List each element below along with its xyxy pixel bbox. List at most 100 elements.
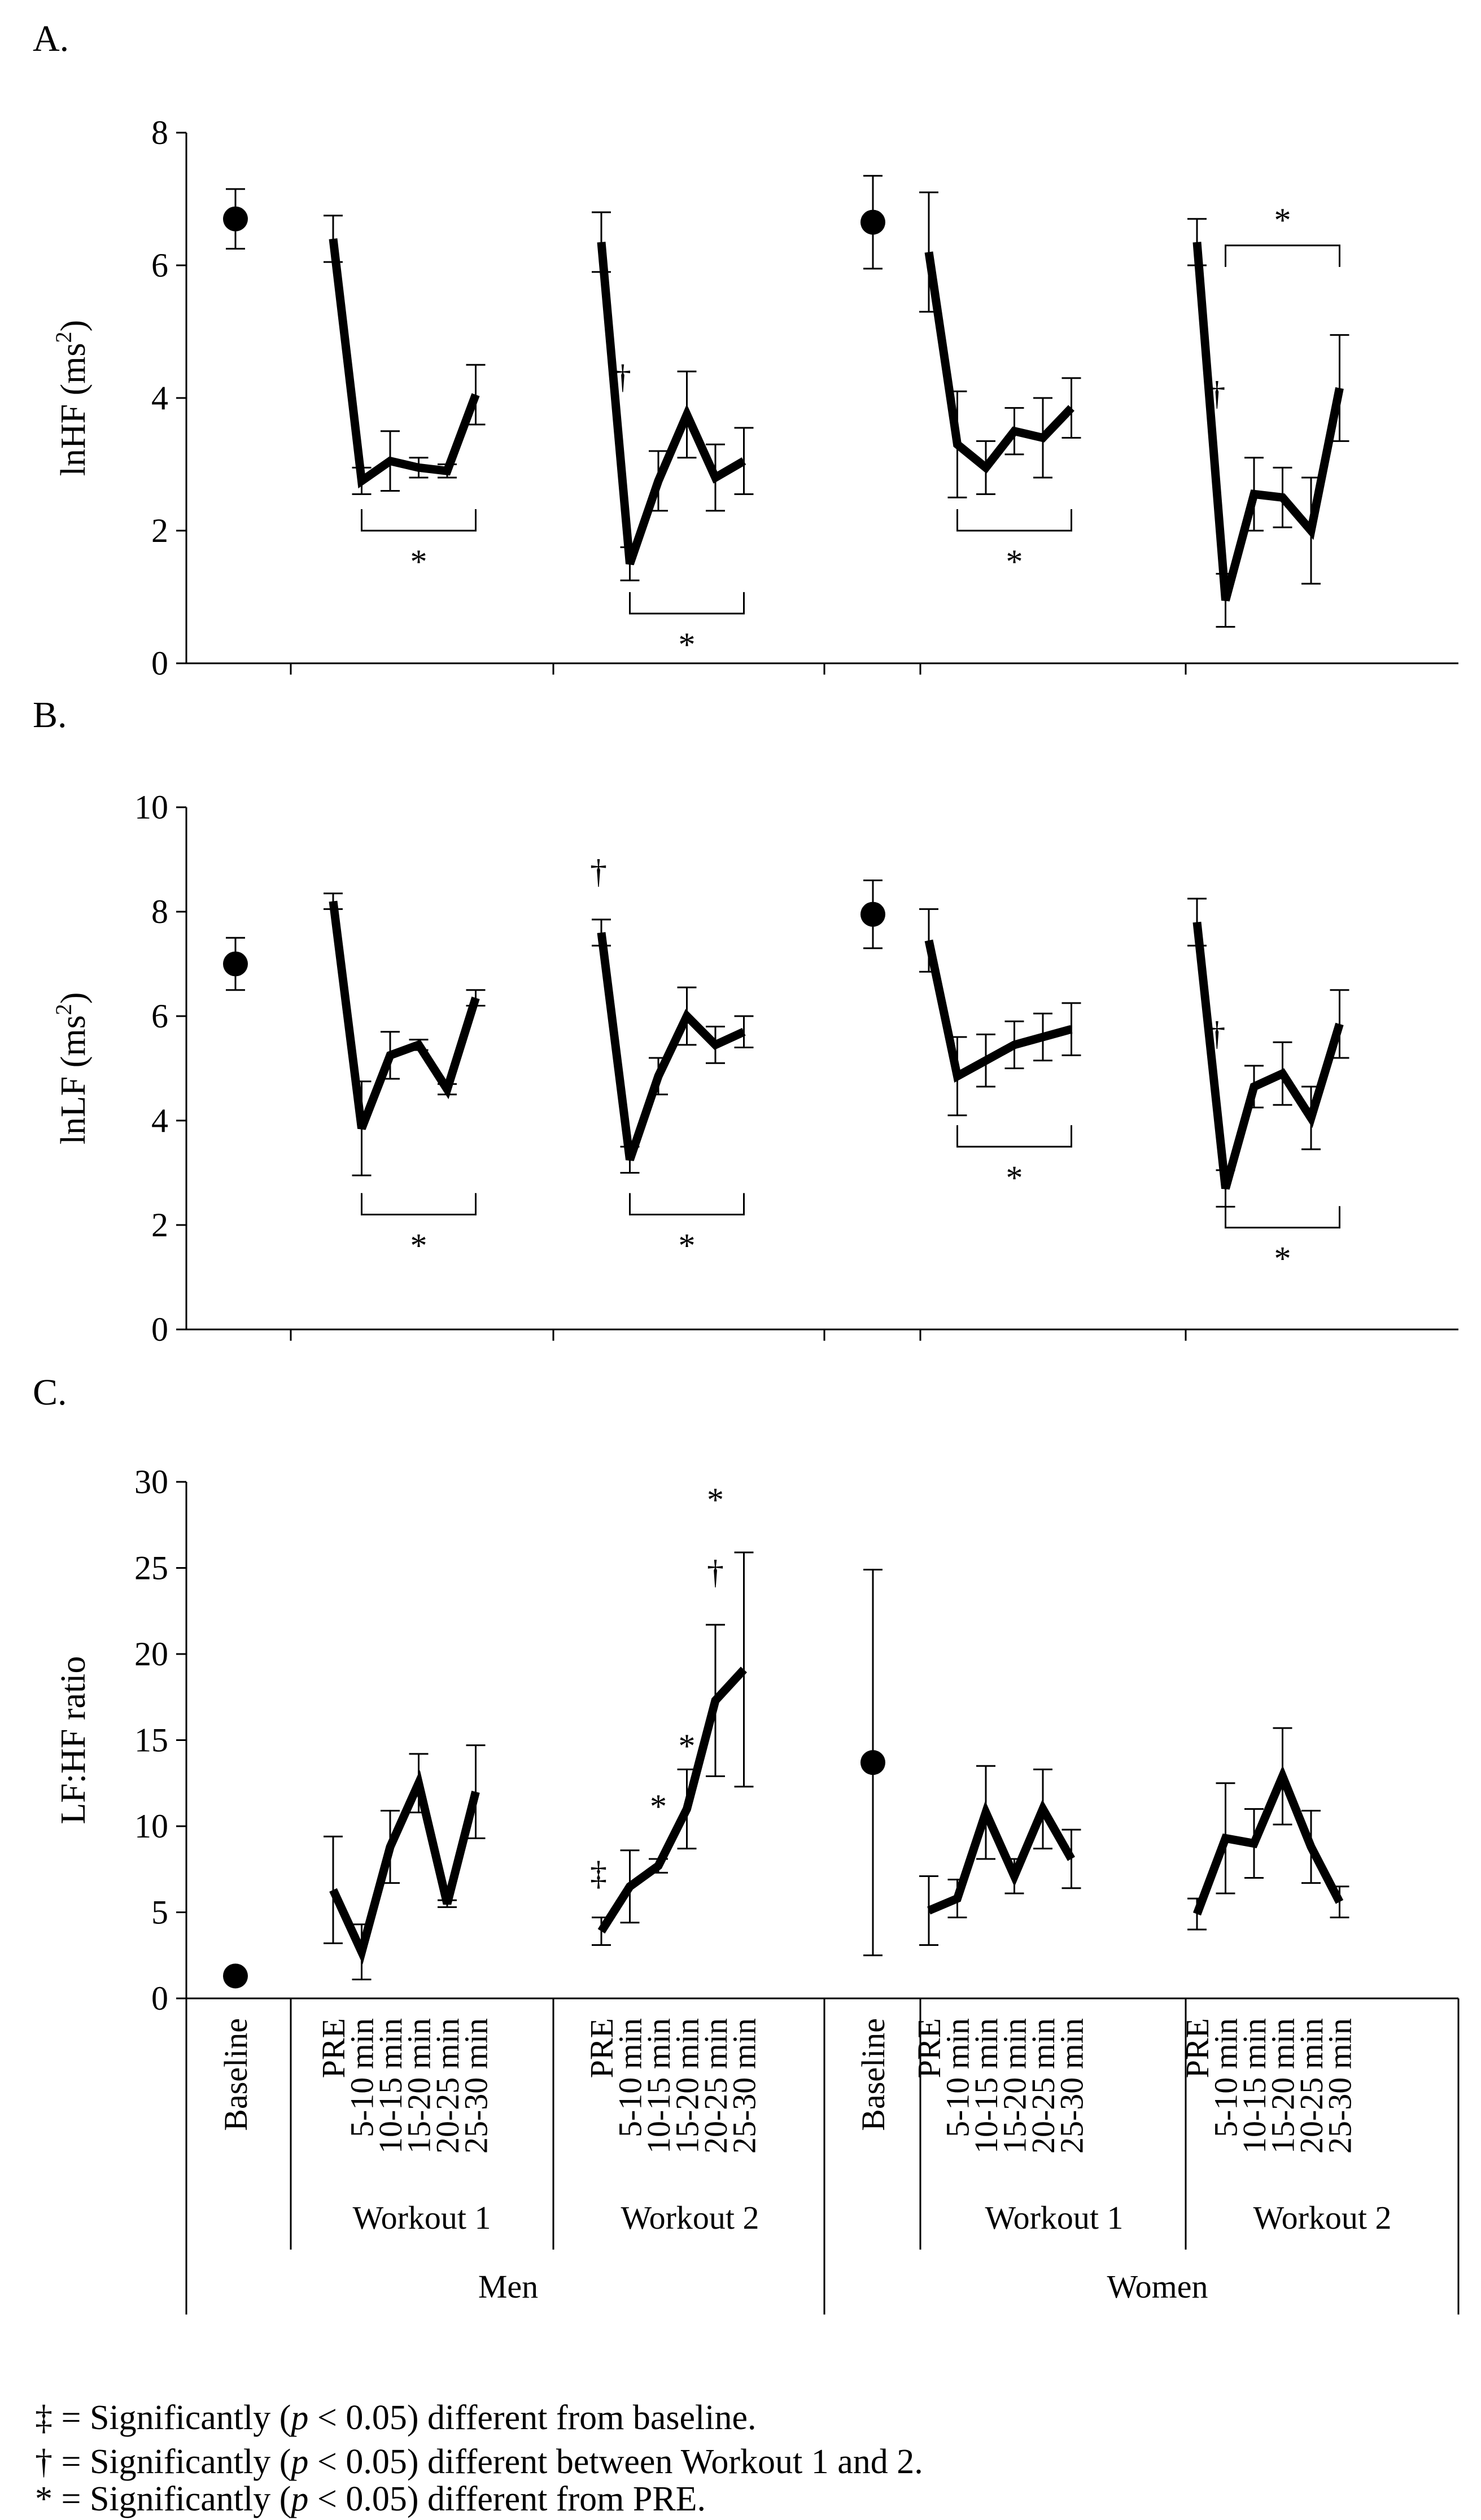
footnote-symbol: ‡ bbox=[35, 2399, 53, 2437]
y-axis-label-text: lnLF (ms bbox=[54, 1015, 93, 1144]
x-label-workout: Workout 1 bbox=[352, 2199, 491, 2236]
y-tick-label: 6 bbox=[151, 998, 168, 1035]
x-label-time: 25-30 min bbox=[726, 2018, 763, 2154]
x-label-time: 5-10 min bbox=[940, 2018, 976, 2137]
footnote-text-post: < 0.05) different between Workout 1 and … bbox=[308, 2443, 923, 2481]
y-tick-label: 6 bbox=[151, 247, 168, 284]
significance-mark: * bbox=[410, 543, 427, 580]
x-label-time: 15-20 min bbox=[669, 2018, 706, 2154]
significance-bracket bbox=[1225, 1206, 1340, 1229]
series-line bbox=[927, 1799, 1076, 1915]
x-label-time: 25-30 min bbox=[1322, 2018, 1358, 2154]
y-tick-label: 10 bbox=[134, 789, 168, 826]
series-line bbox=[1192, 921, 1344, 1190]
footnote-symbol: † bbox=[35, 2443, 53, 2481]
panel-2: C. 0 5 10 15 20 25 30 LF:HF ratio ‡ * * † * bbox=[33, 1372, 1458, 2017]
significance-bracket bbox=[1225, 244, 1340, 267]
significance-bracket bbox=[361, 509, 477, 532]
footnote-p: p bbox=[291, 2399, 309, 2437]
x-label-time: 25-30 min bbox=[1054, 2018, 1090, 2154]
y-axis-label-close: ) bbox=[54, 992, 93, 1004]
x-label-time: 15-20 min bbox=[1265, 2018, 1301, 2154]
x-label-time: 20-25 min bbox=[429, 2018, 466, 2154]
x-label-time: 15-20 min bbox=[997, 2018, 1033, 2154]
x-label-time: 10-15 min bbox=[1236, 2018, 1273, 2154]
series-line bbox=[329, 1770, 480, 1965]
y-tick-label: 0 bbox=[151, 1311, 168, 1348]
y-tick-label: 15 bbox=[134, 1722, 168, 1759]
x-label-baseline: Baseline bbox=[217, 2018, 254, 2131]
x-label-time: PRE bbox=[911, 2018, 947, 2078]
footnote-p: p bbox=[291, 2480, 309, 2518]
footnote-text-post: < 0.05) different from baseline. bbox=[308, 2399, 757, 2437]
x-label-time: PRE bbox=[583, 2018, 620, 2078]
y-tick-label: 5 bbox=[151, 1894, 168, 1931]
series-line bbox=[924, 251, 1074, 474]
significance-mark: * bbox=[679, 1727, 696, 1765]
y-axis-label-text: lnHF (ms bbox=[54, 343, 93, 476]
significance-mark: ‡ bbox=[590, 1855, 607, 1892]
significance-mark: † bbox=[614, 358, 631, 395]
baseline-point-men bbox=[223, 206, 248, 231]
y-tick-label: 4 bbox=[151, 1102, 168, 1139]
series-line bbox=[1192, 242, 1344, 602]
x-label-workout: Workout 1 bbox=[985, 2199, 1123, 2236]
footnote-p: p bbox=[291, 2443, 309, 2481]
y-tick-label: 8 bbox=[151, 114, 168, 151]
y-axis-label-text: LF:HF ratio bbox=[54, 1656, 93, 1825]
significance-mark: * bbox=[707, 1481, 724, 1519]
footnote-text-post: < 0.05) different from PRE. bbox=[308, 2480, 706, 2518]
x-label-group: Women bbox=[1107, 2268, 1208, 2305]
y-tick-label: 30 bbox=[134, 1463, 168, 1500]
x-label-time: 20-25 min bbox=[697, 2018, 734, 2154]
significance-bracket bbox=[629, 592, 745, 615]
y-tick-label: 2 bbox=[151, 1206, 168, 1244]
footnote-text-pre: = Significantly ( bbox=[61, 2480, 291, 2518]
y-axis-label-close: ) bbox=[54, 320, 93, 332]
x-label-time: 5-10 min bbox=[612, 2018, 649, 2137]
significance-mark: * bbox=[1274, 202, 1291, 239]
series-line bbox=[597, 1666, 748, 1934]
significance-mark: * bbox=[650, 1788, 667, 1825]
series-line bbox=[329, 900, 480, 1130]
y-axis-label: lnHF (ms2) bbox=[51, 320, 93, 476]
panel-label: A. bbox=[33, 18, 69, 59]
y-axis-label: lnLF (ms2) bbox=[51, 992, 93, 1145]
baseline-point-men bbox=[223, 1963, 248, 1989]
significance-mark: * bbox=[1274, 1240, 1291, 1278]
significance-mark: † bbox=[707, 1554, 724, 1591]
x-label-time: 5-10 min bbox=[1208, 2018, 1244, 2137]
y-tick-label: 0 bbox=[151, 1980, 168, 2017]
footnote-baseline: ‡ = Significantly (p < 0.05) different f… bbox=[35, 2400, 756, 2435]
footnote-pre: * = Significantly (p < 0.05) different f… bbox=[35, 2482, 706, 2517]
significance-mark: * bbox=[410, 1227, 427, 1265]
y-axis-label: LF:HF ratio bbox=[54, 1656, 93, 1825]
significance-mark: * bbox=[679, 1227, 696, 1265]
x-label-baseline: Baseline bbox=[855, 2018, 892, 2131]
y-tick-label: 25 bbox=[134, 1550, 168, 1587]
baseline-point-women bbox=[860, 1750, 885, 1775]
significance-mark: † bbox=[590, 853, 607, 890]
series-line bbox=[597, 932, 746, 1161]
footnote-symbol: * bbox=[35, 2480, 53, 2518]
footnote-text-pre: = Significantly ( bbox=[61, 2443, 291, 2481]
significance-bracket bbox=[629, 1193, 745, 1215]
y-tick-label: 20 bbox=[134, 1635, 168, 1673]
x-label-workout: Workout 2 bbox=[1253, 2199, 1391, 2236]
y-tick-label: 0 bbox=[151, 645, 168, 682]
x-label-workout: Workout 2 bbox=[621, 2199, 759, 2236]
y-tick-label: 10 bbox=[134, 1808, 168, 1845]
panel-label: C. bbox=[33, 1372, 67, 1413]
footnote-text-pre: = Significantly ( bbox=[61, 2399, 291, 2437]
y-axis-label-sup: 2 bbox=[51, 331, 76, 343]
significance-mark: * bbox=[679, 626, 696, 663]
x-label-time: 5-10 min bbox=[344, 2018, 381, 2137]
x-label-time: 25-30 min bbox=[458, 2018, 495, 2154]
x-label-time: 10-15 min bbox=[372, 2018, 409, 2154]
y-tick-label: 8 bbox=[151, 893, 168, 930]
series-line bbox=[1192, 1765, 1344, 1916]
baseline-point-women bbox=[860, 209, 885, 235]
significance-mark: * bbox=[1006, 543, 1023, 580]
